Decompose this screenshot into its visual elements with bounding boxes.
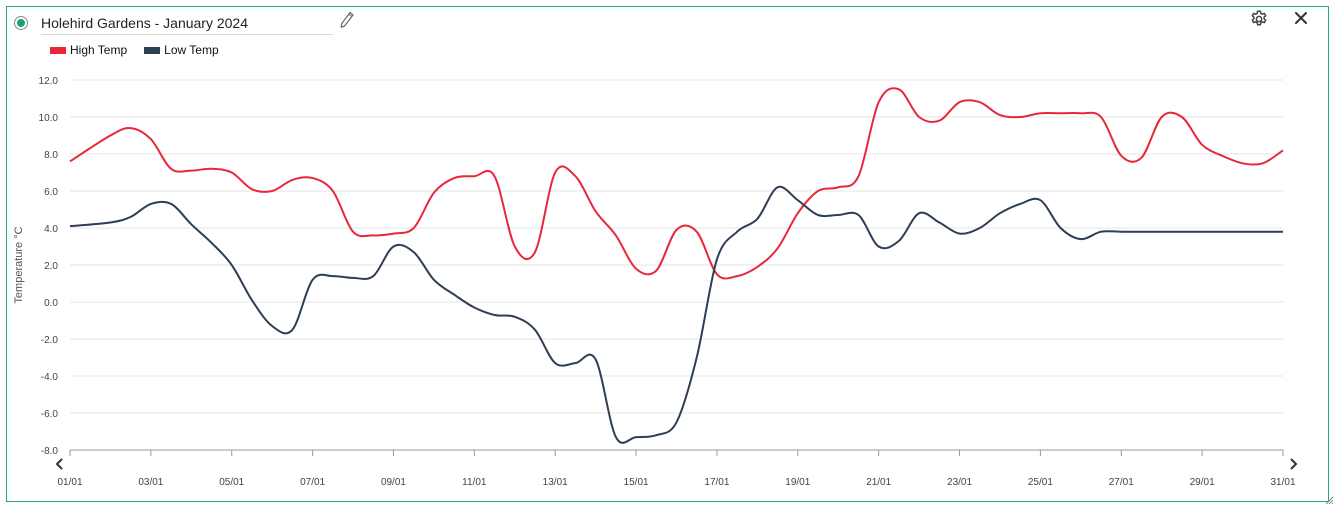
series-line-low-temp[interactable] xyxy=(69,185,1283,444)
title-field[interactable]: Holehird Gardens - January 2024 xyxy=(41,11,333,35)
y-tick-label: -2.0 xyxy=(41,335,59,346)
y-tick-label: 4.0 xyxy=(44,224,58,235)
y-tick-label: -8.0 xyxy=(41,446,59,457)
x-tick-label: 03/01 xyxy=(138,477,163,488)
x-tick-label: 01/01 xyxy=(57,477,82,488)
chart-legend: High Temp Low Temp xyxy=(50,43,236,57)
x-tick-label: 23/01 xyxy=(947,477,972,488)
close-icon[interactable] xyxy=(1292,9,1310,27)
y-axis-label: Temperature °C xyxy=(13,226,25,303)
y-tick-label: 8.0 xyxy=(44,150,58,161)
x-tick-label: 31/01 xyxy=(1270,477,1295,488)
y-tick-label: -6.0 xyxy=(41,409,59,420)
pencil-icon[interactable] xyxy=(339,11,355,29)
radio-dot xyxy=(17,19,25,27)
chevron-right-icon[interactable] xyxy=(1290,458,1298,470)
x-tick-label: 05/01 xyxy=(219,477,244,488)
chevron-left-icon[interactable] xyxy=(55,458,63,470)
x-tick-label: 13/01 xyxy=(543,477,568,488)
x-tick-label: 25/01 xyxy=(1028,477,1053,488)
legend-label-high: High Temp xyxy=(70,43,128,57)
title-row: Holehird Gardens - January 2024 xyxy=(14,10,333,36)
legend-swatch-low xyxy=(144,46,161,54)
y-tick-label: 6.0 xyxy=(44,187,58,198)
legend-item-high[interactable]: High Temp xyxy=(50,43,127,57)
x-tick-label: 07/01 xyxy=(300,477,325,488)
y-tick-label: 0.0 xyxy=(44,298,58,309)
legend-label-low: Low Temp xyxy=(164,43,219,57)
x-tick-label: 09/01 xyxy=(381,477,406,488)
x-tick-label: 19/01 xyxy=(785,477,810,488)
y-tick-label: -4.0 xyxy=(41,372,59,383)
resize-grip-icon[interactable] xyxy=(1325,496,1334,505)
x-tick-label: 27/01 xyxy=(1109,477,1134,488)
legend-item-low[interactable]: Low Temp xyxy=(144,43,219,57)
x-tick-label: 21/01 xyxy=(866,477,891,488)
y-tick-label: 2.0 xyxy=(44,261,58,272)
chart-panel xyxy=(6,6,1329,502)
y-tick-label: 10.0 xyxy=(39,113,59,124)
chart-title: Holehird Gardens - January 2024 xyxy=(41,14,249,31)
x-tick-label: 15/01 xyxy=(624,477,649,488)
y-tick-label: 12.0 xyxy=(39,76,59,87)
x-tick-label: 17/01 xyxy=(704,477,729,488)
x-tick-label: 29/01 xyxy=(1190,477,1215,488)
legend-swatch-high xyxy=(50,46,66,54)
x-tick-label: 11/01 xyxy=(462,477,487,488)
series-line-high-temp[interactable] xyxy=(69,87,1284,280)
gear-icon[interactable] xyxy=(1249,9,1269,29)
radio-selected-icon[interactable] xyxy=(14,16,28,30)
